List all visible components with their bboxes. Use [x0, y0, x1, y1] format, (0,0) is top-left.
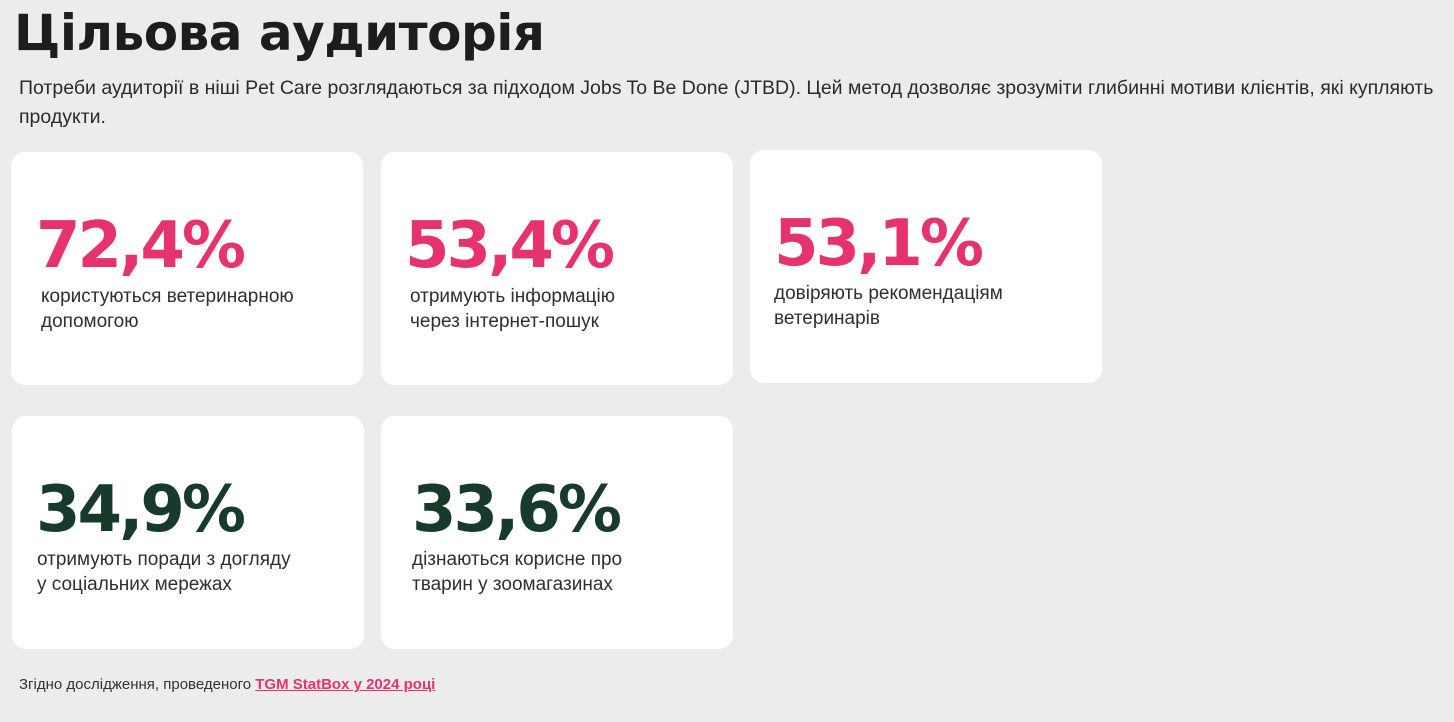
footnote-text: Згідно дослідження, проведеного [19, 676, 256, 693]
stat-value: 33,6% [412, 473, 622, 547]
stat-label-line: довіряють рекомендаціям [774, 283, 1003, 304]
stat-card-social-media: 34,9% отримують поради з догляду у соціа… [12, 416, 364, 649]
stat-value: 53,4% [405, 209, 615, 283]
stat-label-line: отримують інформацію [410, 286, 615, 307]
intro-paragraph: Потреби аудиторії в ніші Pet Care розгля… [19, 77, 1434, 128]
stat-label: довіряють рекомендаціям ветеринарів [774, 281, 1074, 331]
stat-label-line: допомогою [41, 311, 139, 332]
stat-card-vet-recommendations: 53,1% довіряють рекомендаціям ветеринарі… [750, 150, 1102, 383]
stat-label-line: ветеринарів [774, 308, 880, 329]
stat-value: 72,4% [36, 209, 246, 283]
stat-card-veterinary: 72,4% користуються ветеринарною допомого… [11, 152, 363, 385]
stat-card-internet-search: 53,4% отримують інформацію через інтерне… [381, 152, 733, 385]
stat-label-line: дізнаються корисне про [412, 549, 623, 570]
stat-label-line: у соціальних мережах [37, 574, 232, 595]
stat-label-line: через інтернет-пошук [410, 311, 599, 332]
source-footnote: Згідно дослідження, проведеного TGM Stat… [19, 675, 435, 695]
source-link[interactable]: TGM StatBox у 2024 році [255, 676, 436, 693]
stat-label-line: отримують поради з догляду [37, 549, 291, 570]
stat-value: 53,1% [774, 207, 984, 281]
stat-label: отримують інформацію через інтернет-пошу… [410, 284, 710, 334]
stat-value: 34,9% [36, 473, 246, 547]
stat-label: дізнаються корисне про тварин у зоомагаз… [412, 547, 712, 597]
stat-card-pet-stores: 33,6% дізнаються корисне про тварин у зо… [381, 416, 733, 649]
stat-label-line: тварин у зоомагазинах [412, 574, 613, 595]
page-title: Цільова аудиторія [14, 4, 545, 62]
stat-label: користуються ветеринарною допомогою [41, 284, 341, 334]
stat-label-line: користуються ветеринарною [41, 286, 294, 307]
stat-label: отримують поради з догляду у соціальних … [37, 547, 337, 597]
